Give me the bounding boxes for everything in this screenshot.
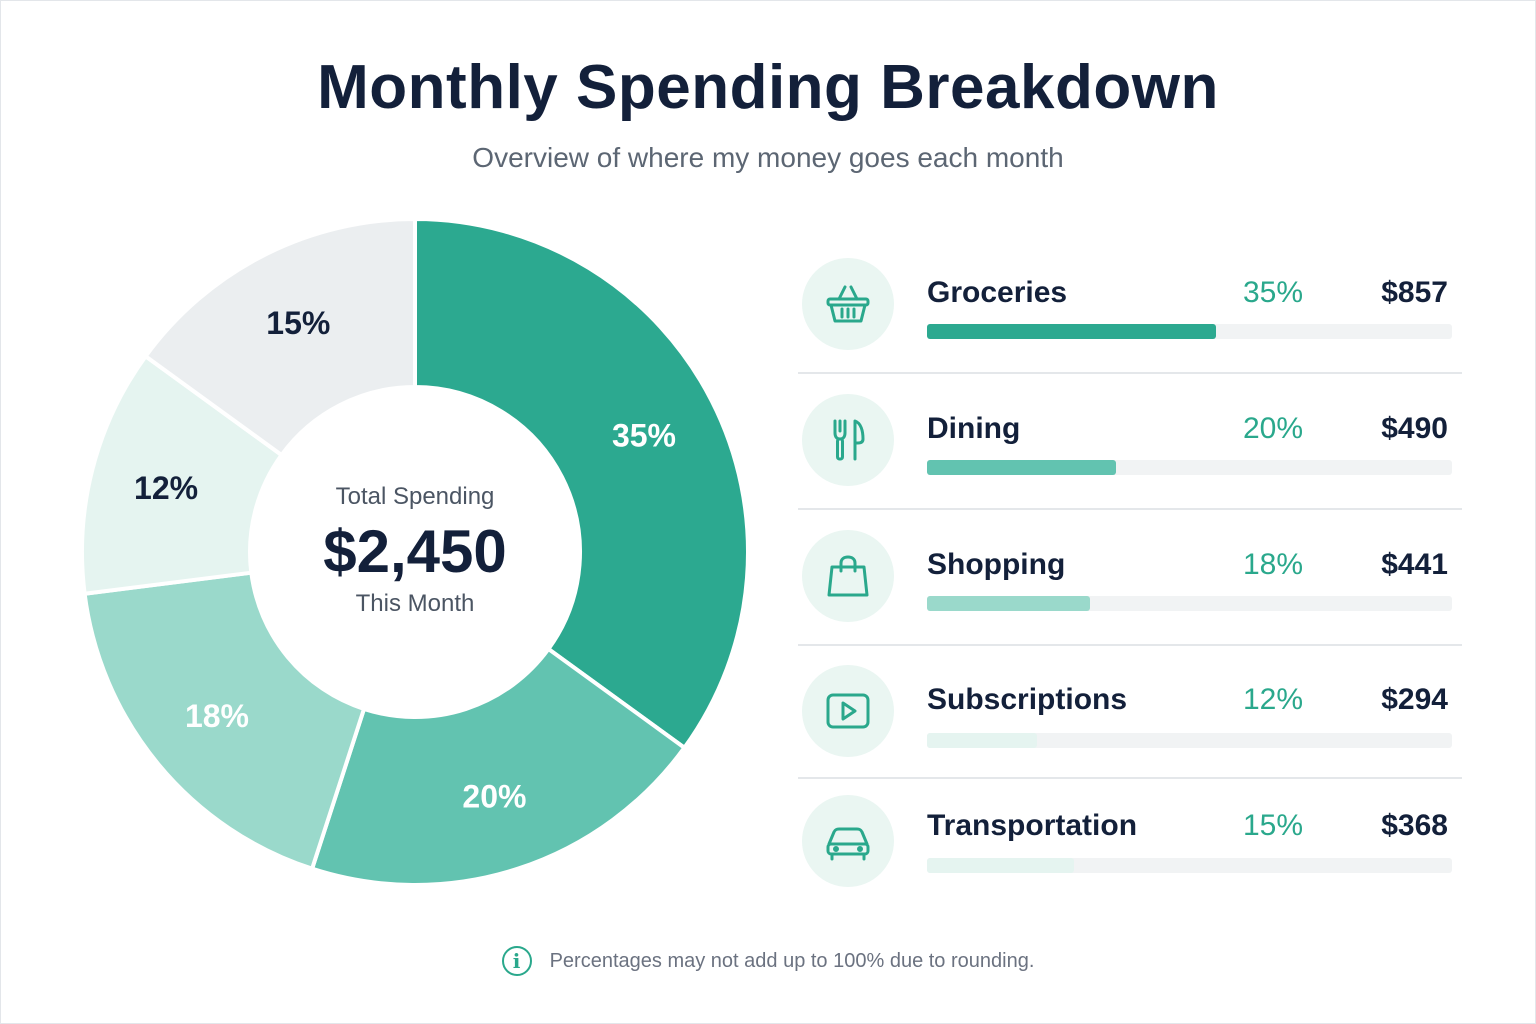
category-percent: 12%: [1242, 683, 1304, 716]
basket-icon: [802, 258, 894, 350]
slice-label-groceries: 35%: [612, 417, 676, 453]
category-amount: $441: [1381, 548, 1448, 581]
total-spending-value: $2,450: [323, 518, 507, 585]
slice-label-transportation: 15%: [266, 305, 330, 341]
slice-label-dining: 20%: [462, 778, 526, 814]
category-amount: $857: [1381, 276, 1448, 309]
bar-track: [927, 858, 1452, 873]
bar-fill-groceries: [927, 324, 1216, 339]
legend-row-subscriptions: Subscriptions 12% $294: [798, 665, 1462, 785]
donut-slice-transportation: [142, 216, 417, 458]
legend-row-groceries: Groceries 35% $857: [798, 258, 1462, 378]
category-percent: 18%: [1242, 548, 1304, 581]
footnote: i Percentages may not add up to 100% due…: [0, 946, 1536, 976]
slice-label-shopping: 18%: [185, 698, 249, 734]
slice-label-subscriptions: 12%: [134, 470, 198, 506]
divider: [798, 644, 1462, 646]
category-name: Dining: [927, 412, 1021, 445]
bar-track: [927, 460, 1452, 475]
page-title: Monthly Spending Breakdown: [317, 53, 1219, 122]
total-spending-label: Total Spending: [335, 483, 495, 510]
legend-row-dining: Dining 20% $490: [798, 394, 1462, 514]
category-percent: 20%: [1242, 412, 1304, 445]
category-name: Subscriptions: [927, 683, 1128, 716]
category-amount: $294: [1381, 683, 1448, 716]
bar-fill-dining: [927, 460, 1116, 475]
bar-track: [927, 733, 1452, 748]
page-subtitle: Overview of where my money goes each mon…: [472, 142, 1064, 173]
category-name: Shopping: [927, 548, 1066, 581]
donut-slice-subscriptions: [80, 353, 285, 596]
category-name: Transportation: [927, 809, 1138, 842]
fork-knife-icon: [802, 394, 894, 486]
divider: [798, 508, 1462, 510]
legend-row-shopping: Shopping 18% $441: [798, 530, 1462, 650]
divider: [798, 777, 1462, 779]
divider: [798, 372, 1462, 374]
donut-slice-shopping: [82, 570, 367, 872]
donut-slice-dining: [309, 646, 688, 887]
play-icon: [802, 665, 894, 757]
car-icon: [802, 795, 894, 887]
category-name: Groceries: [927, 276, 1068, 309]
donut-slice-groceries: [413, 216, 750, 751]
bar-fill-transportation: [927, 858, 1074, 873]
info-icon: i: [501, 946, 532, 976]
category-percent: 15%: [1242, 809, 1304, 842]
category-amount: $368: [1381, 809, 1448, 842]
bar-track: [927, 596, 1452, 611]
shopping-bag-icon: [802, 530, 894, 622]
bar-fill-shopping: [927, 596, 1090, 611]
footnote-text: Percentages may not add up to 100% due t…: [549, 949, 1035, 972]
bar-track: [927, 324, 1452, 339]
total-spending-period: This Month: [355, 590, 475, 617]
category-amount: $490: [1381, 412, 1448, 445]
donut-chart: 35% 20% 18% 12% 15%: [80, 216, 750, 887]
bar-fill-subscriptions: [927, 733, 1038, 748]
category-percent: 35%: [1242, 276, 1304, 309]
legend-row-transportation: Transportation 15% $368: [798, 795, 1462, 915]
